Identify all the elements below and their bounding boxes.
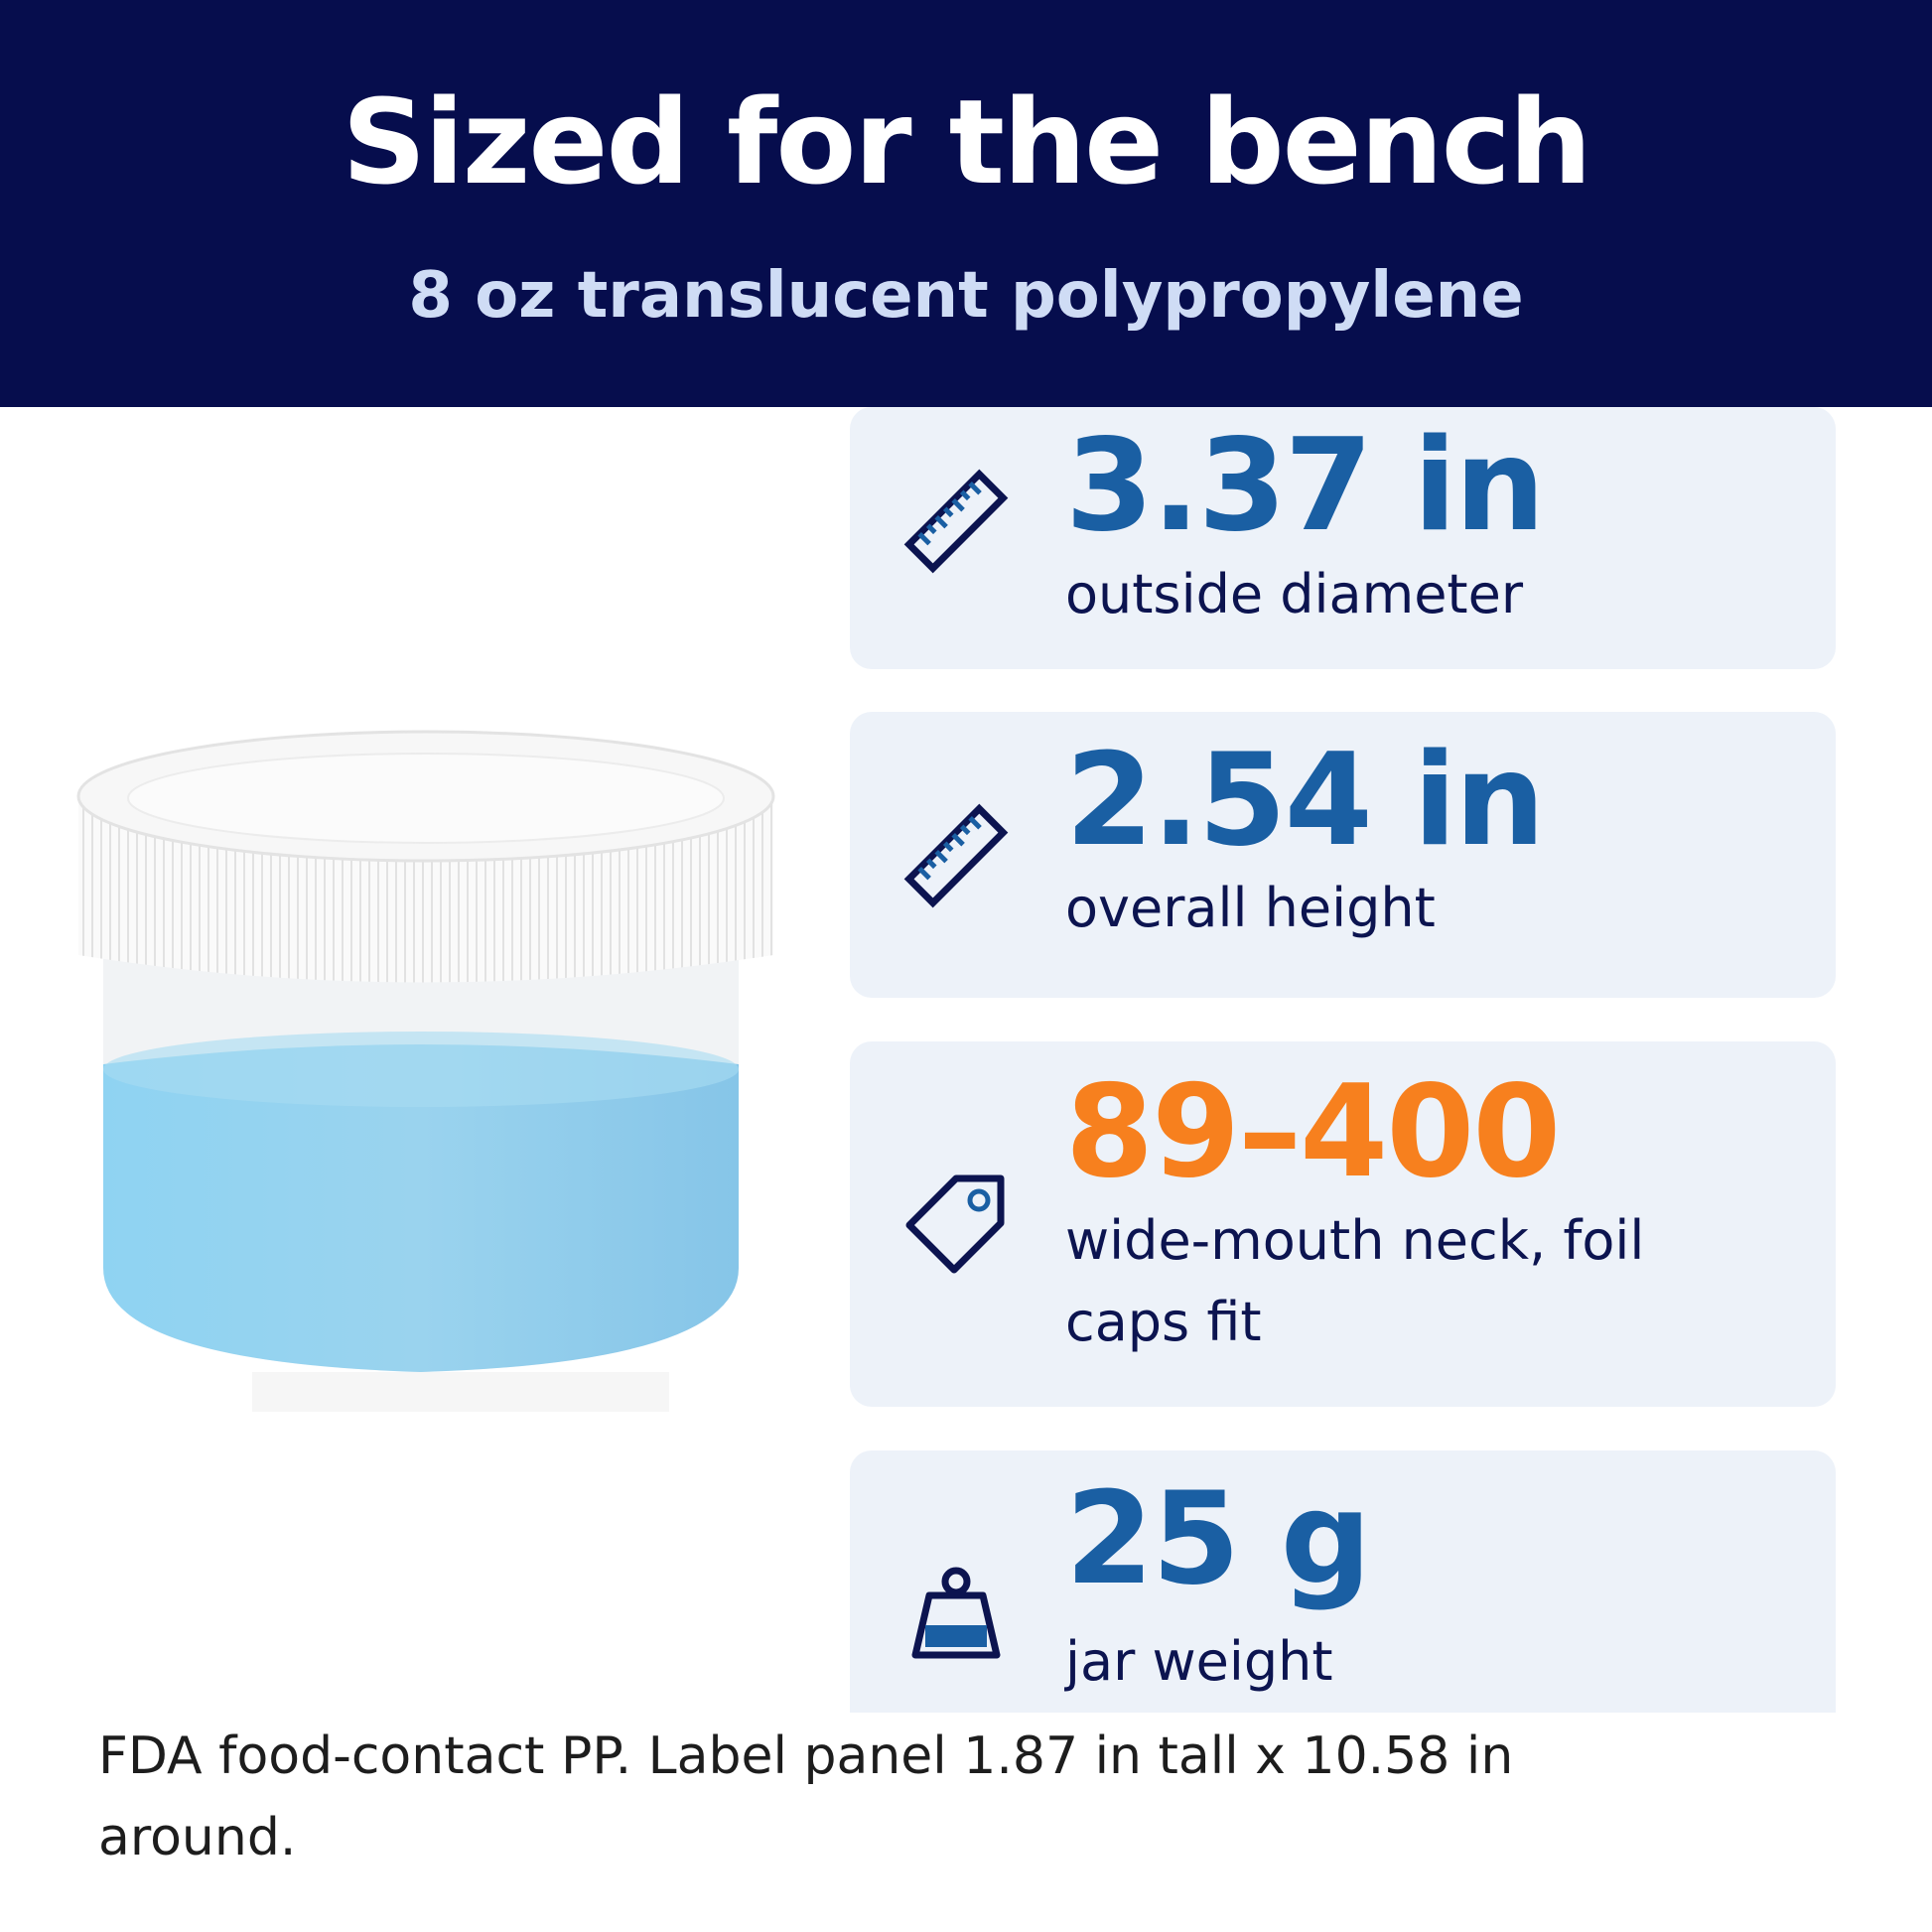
spec-label: jar weight — [1065, 1630, 1333, 1693]
jar-illustration — [76, 730, 775, 1412]
weight-icon — [911, 1567, 1001, 1659]
spec-card: 89–400 wide-mouth neck, foil caps fit — [850, 1041, 1836, 1407]
subtitle: 8 oz translucent polypropylene — [408, 259, 1524, 333]
tag-icon — [905, 1174, 1005, 1274]
spec-value: 89–400 — [1065, 1058, 1561, 1206]
spec-value: 3.37 in — [1065, 412, 1545, 560]
spec-card: 25 g jar weight — [850, 1450, 1836, 1713]
ruler-icon — [903, 803, 1009, 908]
spec-label: wide-mouth neck, foil caps fit — [1065, 1209, 1645, 1353]
spec-label: outside diameter — [1065, 563, 1524, 625]
header-band: Sized for the bench 8 oz translucent pol… — [0, 0, 1932, 407]
footnote: FDA food-contact PP. Label panel 1.87 in… — [98, 1726, 1514, 1867]
spec-label: overall height — [1065, 877, 1436, 939]
spec-value: 2.54 in — [1065, 727, 1545, 875]
spec-card: 3.37 in outside diameter — [850, 407, 1836, 669]
spec-value: 25 g — [1065, 1465, 1371, 1613]
spec-card: 2.54 in overall height — [850, 712, 1836, 998]
ruler-icon — [903, 469, 1009, 574]
title: Sized for the bench — [342, 73, 1591, 210]
